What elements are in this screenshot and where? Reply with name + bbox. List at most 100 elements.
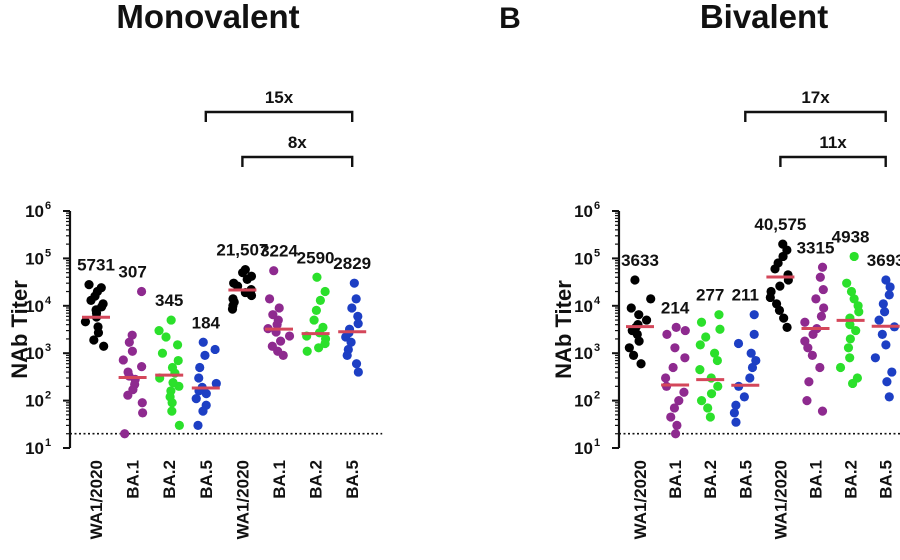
data-group-wa1-2020 — [624, 275, 656, 369]
data-point — [848, 378, 858, 389]
data-point — [674, 396, 684, 406]
y-tick-label: 10 — [574, 297, 593, 316]
data-point — [845, 334, 855, 344]
data-point — [284, 331, 295, 341]
data-point — [666, 412, 676, 422]
data-point — [634, 336, 644, 346]
y-tick-exponent: 3 — [594, 342, 600, 354]
data-point — [232, 281, 243, 291]
y-tick-exponent: 1 — [45, 437, 51, 449]
data-point — [118, 355, 128, 365]
data-point — [272, 320, 282, 330]
data-point — [227, 304, 238, 314]
data-point — [86, 295, 96, 305]
data-point — [193, 420, 203, 430]
data-point — [745, 373, 755, 383]
data-point — [80, 317, 91, 327]
fold-change-label: 17x — [801, 88, 830, 107]
data-point — [729, 408, 739, 418]
x-tick-label: BA.5 — [736, 460, 755, 499]
y-tick-label: 10 — [25, 392, 44, 411]
data-group-ba-2 — [301, 272, 331, 356]
data-point — [774, 305, 785, 315]
y-tick-exponent: 5 — [45, 247, 51, 259]
data-point — [854, 307, 864, 317]
gmt-value-label: 4938 — [832, 227, 870, 246]
data-point — [706, 389, 717, 399]
data-point — [195, 362, 205, 373]
data-point — [770, 264, 780, 274]
data-point — [320, 286, 330, 297]
data-point — [884, 392, 894, 402]
x-tick-label: BA.2 — [307, 460, 326, 499]
data-point — [887, 367, 897, 377]
data-point — [705, 412, 715, 422]
y-axis-label: NAb Titer — [551, 280, 576, 379]
data-point — [849, 251, 859, 262]
data-point — [747, 362, 758, 373]
y-tick-exponent: 4 — [594, 295, 601, 307]
data-point — [123, 390, 133, 400]
data-point — [701, 332, 711, 342]
y-tick-label: 10 — [25, 297, 44, 316]
comparison-bracket — [204, 110, 354, 122]
data-point — [881, 340, 891, 350]
data-point — [878, 299, 888, 309]
data-point — [278, 350, 288, 360]
data-point — [124, 337, 134, 347]
fold-change-label: 11x — [819, 133, 847, 152]
data-point — [842, 278, 852, 288]
data-point — [161, 332, 171, 342]
comparison-bracket — [241, 155, 354, 167]
data-point — [714, 310, 724, 320]
x-tick-label: BA.1 — [124, 460, 143, 499]
data-point — [172, 340, 183, 350]
data-point — [660, 373, 671, 383]
data-point — [775, 281, 785, 291]
data-point — [167, 398, 177, 408]
data-point — [731, 400, 741, 410]
y-tick-exponent: 3 — [45, 342, 51, 354]
data-point — [835, 362, 846, 373]
data-point — [739, 392, 749, 402]
data-point — [191, 394, 201, 404]
gmt-value-label: 345 — [155, 291, 183, 310]
data-point — [276, 336, 286, 346]
data-point — [706, 373, 716, 383]
x-tick-label: BA.1 — [807, 460, 826, 499]
data-group-wa1-2020 — [765, 239, 795, 333]
panel-letter: B — [499, 2, 521, 35]
data-point — [849, 294, 859, 304]
data-point — [881, 275, 891, 285]
data-point — [815, 362, 825, 373]
y-tick-label: 10 — [574, 249, 593, 268]
data-point — [353, 311, 363, 321]
x-tick-label: BA.2 — [701, 460, 720, 499]
x-tick-label: BA.2 — [160, 460, 179, 499]
data-point — [353, 367, 363, 377]
data-point — [662, 329, 672, 339]
data-point — [173, 355, 183, 366]
data-point — [346, 337, 356, 347]
y-tick-label: 10 — [25, 344, 44, 363]
gmt-value-label: 211 — [732, 286, 759, 305]
y-tick-exponent: 2 — [594, 390, 600, 402]
data-point — [636, 359, 646, 369]
data-point — [646, 294, 656, 304]
data-point — [715, 324, 725, 334]
data-point — [731, 417, 741, 427]
data-point — [314, 343, 324, 353]
data-point — [778, 251, 788, 262]
data-point — [749, 310, 759, 320]
data-point — [885, 282, 895, 292]
data-point — [353, 319, 363, 329]
data-point — [819, 303, 829, 313]
data-point — [137, 398, 147, 408]
data-point — [312, 272, 322, 282]
data-point — [315, 295, 325, 305]
data-point — [166, 315, 176, 325]
y-tick-exponent: 5 — [594, 247, 600, 259]
gmt-value-label: 214 — [661, 298, 690, 317]
